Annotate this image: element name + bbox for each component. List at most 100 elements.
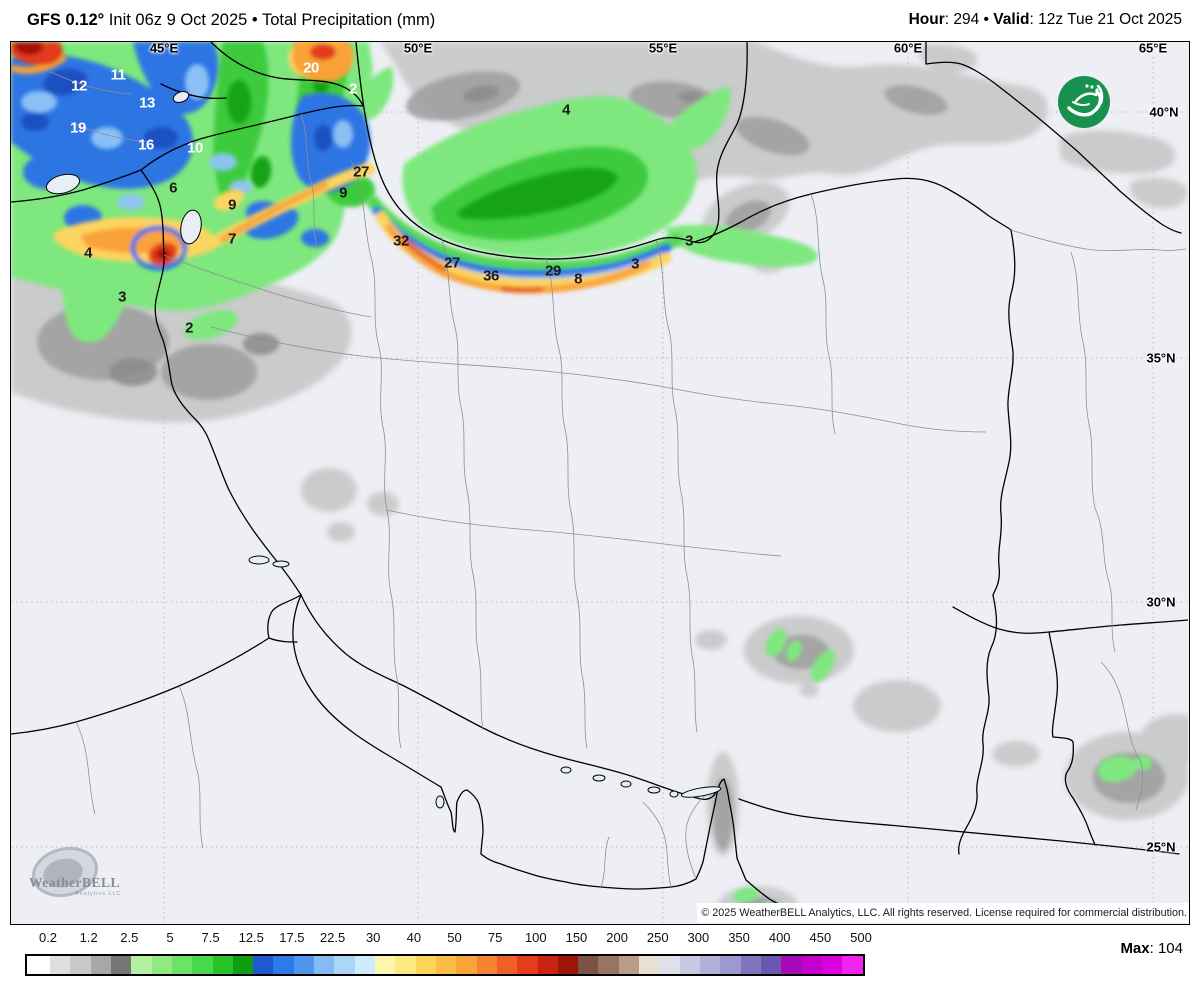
precip-max-label: 19 [70, 119, 86, 137]
legend-color-cell [496, 956, 518, 974]
lake-sevan [172, 91, 190, 103]
legend-tick: 150 [565, 930, 588, 945]
uae-coast [480, 853, 697, 890]
gulf-north-coast [300, 594, 717, 800]
watermark-name: WeatherBELL [29, 875, 121, 890]
legend-color-cell [27, 956, 50, 974]
legend-color-cell [679, 956, 700, 974]
legend-tick: 250 [646, 930, 669, 945]
legend-color-cell [598, 956, 619, 974]
legend-tick: 17.5 [279, 930, 305, 945]
iran-afghan-border [992, 229, 1016, 596]
legend-color-cell [70, 956, 91, 974]
max-value: Max: 104 [1120, 940, 1183, 957]
map-svg [11, 42, 1188, 923]
legend-color-cell [760, 956, 782, 974]
legend-colorbar [25, 954, 865, 976]
legend-color-cell [273, 956, 294, 974]
title-rest: Init 06z 9 Oct 2025 • Total Precipitatio… [104, 10, 436, 29]
caucasus-1 [210, 42, 364, 107]
turkey-border [11, 169, 142, 203]
legend-color-cell [354, 956, 375, 974]
musandam [695, 778, 738, 880]
legend-color-cell [171, 956, 193, 974]
header-bar: GFS 0.12° Init 06z 9 Oct 2025 • Total Pr… [0, 0, 1200, 40]
precip-max-label: 32 [393, 232, 409, 250]
legend-color-cell [537, 956, 558, 974]
legend-color-cell [131, 956, 152, 974]
legend-color-cell [618, 956, 640, 974]
legend-color-cell [740, 956, 761, 974]
hour-label: Hour [908, 11, 945, 28]
precip-max-label: 12 [71, 77, 87, 95]
legend-tick: 5 [166, 930, 174, 945]
legend-color-cell [314, 956, 335, 974]
precip-max-label: 8 [574, 270, 582, 288]
legend-color-cell [781, 956, 802, 974]
precip-max-label: 11 [110, 66, 126, 84]
copyright-text: © 2025 WeatherBELL Analytics, LLC. All r… [701, 907, 1187, 919]
legend-tick: 75 [487, 930, 503, 945]
valid-value: : 12z Tue 21 Oct 2025 [1029, 11, 1182, 28]
grid-label: 25°N [1146, 839, 1176, 855]
kuwait [267, 594, 302, 643]
hour-value: : 294 • [944, 11, 994, 28]
caucasus-2 [160, 83, 227, 100]
legend-color-cell [415, 956, 436, 974]
precip-max-label: 2 [349, 80, 357, 98]
legend-tick: 200 [606, 930, 628, 945]
legend-tick: 30 [365, 930, 381, 945]
legend-color-cell [232, 956, 254, 974]
model-name: GFS 0.12° [27, 10, 105, 29]
precip-max-label: 2 [185, 319, 193, 337]
island-bahrain [435, 795, 445, 809]
precip-max-label: 27 [353, 163, 369, 181]
legend-tick: 400 [768, 930, 791, 945]
legend-color-cell [293, 956, 315, 974]
legend-tick: 450 [809, 930, 832, 945]
max-number: : 104 [1149, 940, 1183, 957]
grid-label: 40°N [1149, 104, 1179, 120]
legend-color-cell [212, 956, 233, 974]
legend-color-cell [700, 956, 721, 974]
legend-color-cell [821, 956, 843, 974]
iran-pak-border [957, 594, 998, 855]
precip-max-label: 16 [138, 136, 154, 154]
grid-label: 60°E [893, 41, 923, 56]
legend-color-cell [801, 956, 822, 974]
island-qeshm [680, 786, 722, 798]
borfaraz-logo [1056, 74, 1112, 130]
precip-max-label: 6 [169, 179, 177, 197]
grid-label: 55°E [648, 41, 678, 56]
legend-tick: 50 [447, 930, 462, 945]
legend-color-cell [578, 956, 599, 974]
precip-max-label: 13 [139, 94, 155, 112]
precip-orange-red [11, 42, 375, 271]
precip-max-label: 9 [339, 184, 347, 202]
legend-color-cell [842, 956, 863, 974]
legend-color-cell [151, 956, 172, 974]
grid-label: 45°E [149, 41, 179, 56]
precip-max-label: 29 [545, 262, 561, 280]
legend-color-cell [659, 956, 680, 974]
qatar [450, 789, 484, 855]
iran-west-border [140, 169, 302, 596]
valid-time: Hour: 294 • Valid: 12z Tue 21 Oct 2025 [909, 11, 1182, 29]
legend-color-cell [720, 956, 741, 974]
valid-label: Valid [993, 11, 1030, 28]
aras-border [140, 104, 364, 171]
precip-max-label: 36 [483, 267, 499, 285]
precip-max-label: 20 [303, 59, 319, 77]
afghan-pak-border2 [1048, 631, 1096, 846]
precip-max-label: 7 [228, 230, 236, 248]
precip-max-label: 27 [444, 254, 460, 272]
precip-max-label: 4 [562, 101, 570, 119]
lakes [45, 91, 722, 809]
legend-color-cell [334, 956, 355, 974]
legend-color-cell [90, 956, 111, 974]
iraq-saudi-border [11, 637, 270, 735]
legend-color-cell [557, 956, 579, 974]
coastlines-borders [11, 42, 1188, 923]
legend-color-cell [639, 956, 660, 974]
